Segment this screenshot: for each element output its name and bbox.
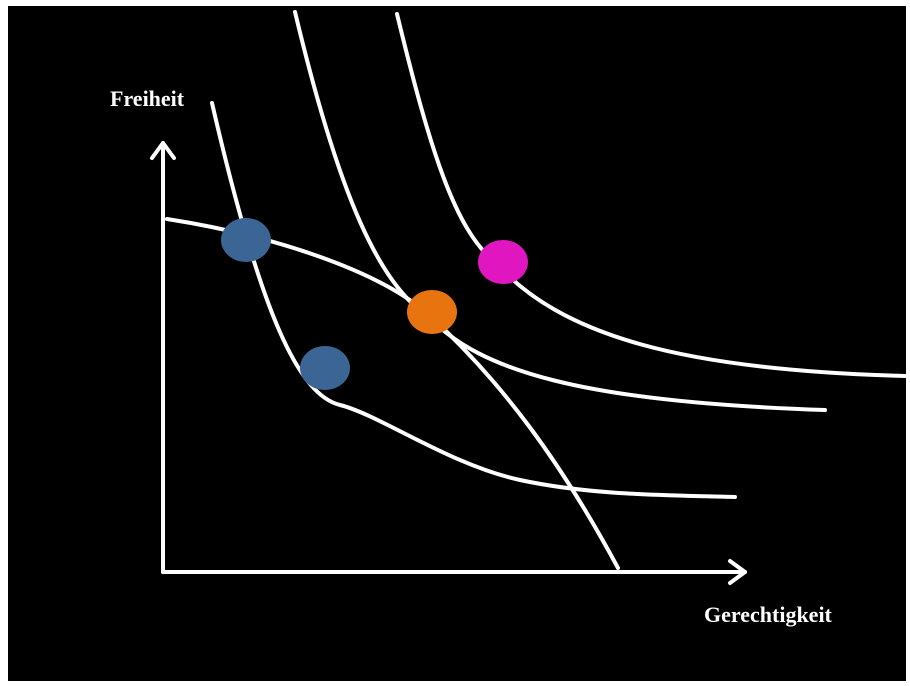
x-axis-label: Gerechtigkeit — [704, 602, 832, 627]
x-axis-arrowhead — [728, 559, 747, 585]
point-magenta — [478, 240, 528, 284]
indifference-curve-high — [395, 12, 907, 378]
point-blue-curve — [300, 346, 350, 390]
possibility-frontier — [165, 217, 620, 570]
indifference-curve-middle — [293, 10, 827, 412]
y-axis-arrowhead — [150, 141, 176, 160]
point-orange-optimum — [407, 290, 457, 334]
y-axis-label: Freiheit — [110, 86, 185, 111]
point-blue-frontier — [221, 218, 271, 262]
indifference-curve-low — [210, 101, 737, 499]
